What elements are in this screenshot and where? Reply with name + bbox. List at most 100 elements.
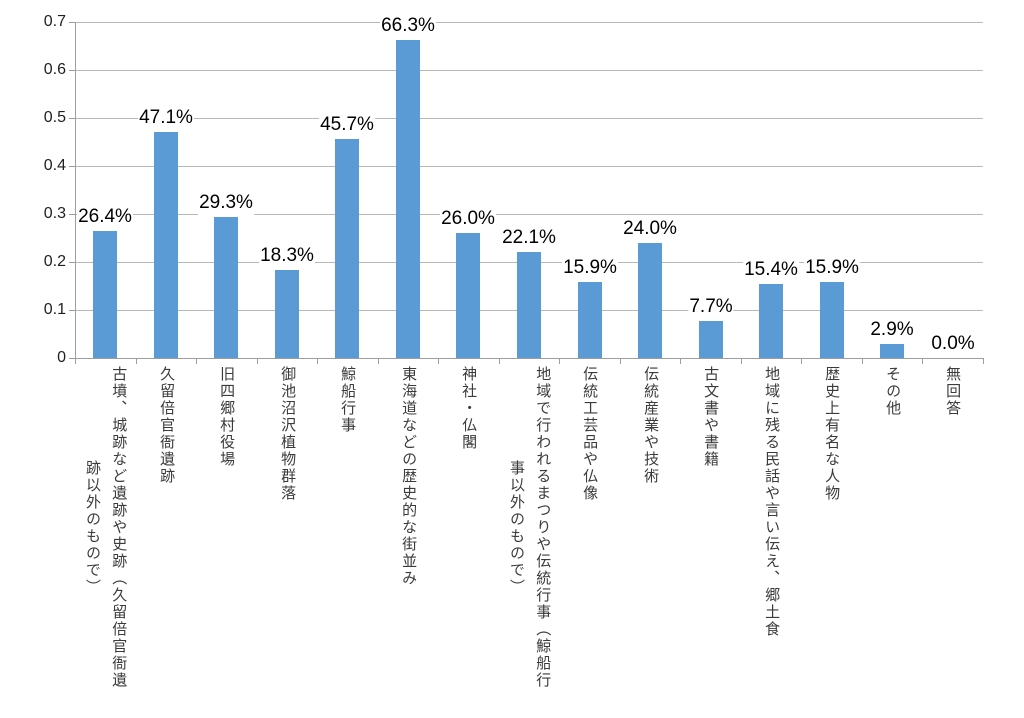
category-label: 東海道などの歴史的な街並み [378,366,439,587]
y-axis-tick [69,70,75,71]
category-label: 無回答 [922,366,983,417]
bar [880,344,904,358]
gridline [75,118,983,119]
category-label: 地域で行われるまつりや伝統行事（鯨船行 事以外のもので） [499,366,560,689]
bar [154,132,178,358]
y-axis-tick [69,22,75,23]
bar [517,252,541,358]
x-axis-tick [983,359,984,364]
y-axis-tick [69,118,75,119]
bar-value-label: 15.9% [562,256,618,280]
bar [93,231,117,358]
category-label-line: 伝統産業や技術 [642,366,660,485]
category-label-line: 古墳、城跡など遺跡や史跡（久留倍官衙遺 [110,366,128,689]
gridline [75,22,983,23]
category-label: 歴史上有名な人物 [801,366,862,502]
category-label-line: 神社・仏閣 [460,366,478,451]
bar [335,139,359,358]
x-axis-tick [620,359,621,364]
category-label-line: 旧四郷村役場 [218,366,236,468]
gridline [75,166,983,167]
bar-value-label: 66.3% [380,14,436,38]
category-label: 鯨船行事 [317,366,378,434]
y-axis-line [75,22,76,359]
category-label: 古墳、城跡など遺跡や史跡（久留倍官衙遺 跡以外のもので） [75,366,136,689]
category-label-line: 御池沼沢植物群落 [279,366,297,502]
category-label-line: 古文書や書籍 [702,366,720,468]
category-label: 久留倍官衙遺跡 [136,366,197,485]
category-label: 旧四郷村役場 [196,366,257,468]
category-label: 神社・仏閣 [438,366,499,451]
category-label-line: その他 [884,366,902,417]
x-axis-tick [196,359,197,364]
y-axis-tick [69,262,75,263]
x-axis-tick [680,359,681,364]
y-tick-label: 0.7 [43,13,66,30]
bar-value-label: 15.9% [804,256,860,280]
bar-value-label: 47.1% [138,106,194,130]
y-tick-label: 0 [57,349,66,366]
y-tick-label: 0.2 [43,253,66,270]
category-label: その他 [862,366,923,417]
category-label-line: 東海道などの歴史的な街並み [400,366,418,587]
y-tick-label: 0.4 [43,157,66,174]
x-axis-tick [862,359,863,364]
x-axis-tick [559,359,560,364]
bar [214,217,238,358]
bar-value-label: 2.9% [869,318,915,342]
category-label-line: 事以外のもので） [508,459,525,596]
bar-value-label: 29.3% [198,191,254,215]
bar [820,282,844,358]
category-label: 地域に残る民話や言い伝え、郷土食 [741,366,802,638]
bar-value-label: 24.0% [622,217,678,241]
x-axis-tick [317,359,318,364]
bar-value-label: 26.0% [440,207,496,231]
x-axis-tick [741,359,742,364]
bar-value-label: 7.7% [688,295,734,319]
category-label: 伝統産業や技術 [620,366,681,485]
x-axis-tick [75,359,76,364]
category-label: 伝統工芸品や仏像 [559,366,620,502]
x-axis-tick [922,359,923,364]
bar [456,233,480,358]
bar-value-label: 0.0% [930,332,976,356]
x-axis-tick [136,359,137,364]
y-tick-label: 0.3 [43,205,66,222]
category-label-line: 地域に残る民話や言い伝え、郷土食 [763,366,781,638]
bar [578,282,602,358]
x-axis-tick [499,359,500,364]
y-tick-label: 0.1 [43,301,66,318]
y-tick-label: 0.5 [43,109,66,126]
x-axis-tick [801,359,802,364]
category-label-line: 伝統工芸品や仏像 [581,366,599,502]
x-axis-line [75,358,984,359]
bar [759,284,783,358]
y-axis-tick [69,166,75,167]
bar-value-label: 45.7% [319,113,375,137]
gridline [75,214,983,215]
bar [638,243,662,358]
bar [396,40,420,358]
bar [699,321,723,358]
gridline [75,70,983,71]
x-axis-tick [438,359,439,364]
x-axis-tick [257,359,258,364]
y-axis-tick [69,310,75,311]
x-axis-tick [378,359,379,364]
bar [275,270,299,358]
bar-value-label: 22.1% [501,226,557,250]
bar-value-label: 18.3% [259,244,315,268]
category-label-line: 久留倍官衙遺跡 [158,366,176,485]
y-tick-label: 0.6 [43,61,66,78]
y-axis-tick [69,214,75,215]
category-label-line: 地域で行われるまつりや伝統行事（鯨船行 [534,366,552,689]
category-label: 御池沼沢植物群落 [257,366,318,502]
y-axis-tick [69,358,75,359]
category-label-line: 跡以外のもので） [84,459,101,596]
bar-value-label: 15.4% [743,258,799,282]
category-label-line: 鯨船行事 [339,366,357,434]
category-label-line: 歴史上有名な人物 [823,366,841,502]
category-label: 古文書や書籍 [680,366,741,468]
bar-value-label: 26.4% [77,205,133,229]
